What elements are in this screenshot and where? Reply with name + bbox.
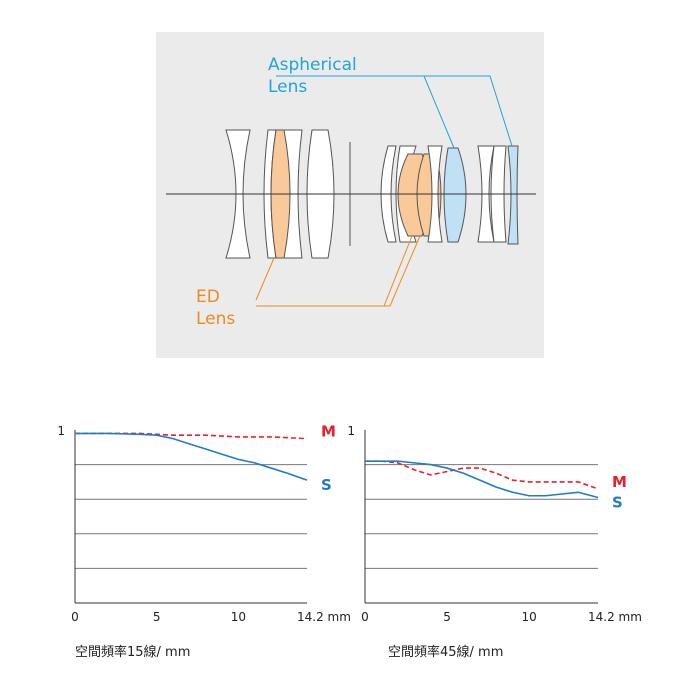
series-line-S xyxy=(365,460,599,499)
chart-caption-45lp: 空間頻率45線/ mm xyxy=(388,645,504,660)
lens-element-11-aspherical xyxy=(443,147,467,243)
chart-caption-15lp: 空間頻率15線/ mm xyxy=(75,645,191,660)
y-tick-label: 1 xyxy=(57,424,65,438)
x-tick-label: 10 xyxy=(521,610,536,624)
lens-element-14-aspherical xyxy=(507,145,519,245)
ed-label-line1: ED xyxy=(196,287,220,307)
x-tick-label: 5 xyxy=(443,610,451,624)
ed-label-line2: Lens xyxy=(196,309,236,329)
y-tick-label: 1 xyxy=(347,424,355,438)
x-tick-label: 0 xyxy=(71,610,79,624)
aspherical-lens-label: Aspherical Lens xyxy=(268,54,357,98)
lens-diagram-panel: Aspherical Lens ED Lens xyxy=(156,32,544,358)
series-label-S: S xyxy=(321,476,332,494)
ed-leader-3 xyxy=(384,235,421,307)
aspherical-label-line1: Aspherical xyxy=(268,55,357,75)
x-tick-label: 0 xyxy=(361,610,369,624)
x-tick-label: 14.2 mm xyxy=(588,610,642,624)
lens-construction-diagram xyxy=(166,75,536,307)
series-label-M: M xyxy=(321,423,336,441)
series-label-S: S xyxy=(612,493,623,511)
series-label-M: M xyxy=(612,473,627,491)
series-line-M xyxy=(75,432,308,440)
ed-leader-1 xyxy=(255,257,275,301)
series-line-S xyxy=(75,432,308,481)
ed-lens-label: ED Lens xyxy=(196,286,235,330)
x-tick-label: 10 xyxy=(231,610,246,624)
aspherical-leader-2 xyxy=(424,75,513,147)
aspherical-label-line2: Lens xyxy=(268,77,308,97)
series-line-M xyxy=(365,460,599,490)
x-tick-label: 14.2 mm xyxy=(297,610,350,624)
x-tick-label: 5 xyxy=(153,610,161,624)
